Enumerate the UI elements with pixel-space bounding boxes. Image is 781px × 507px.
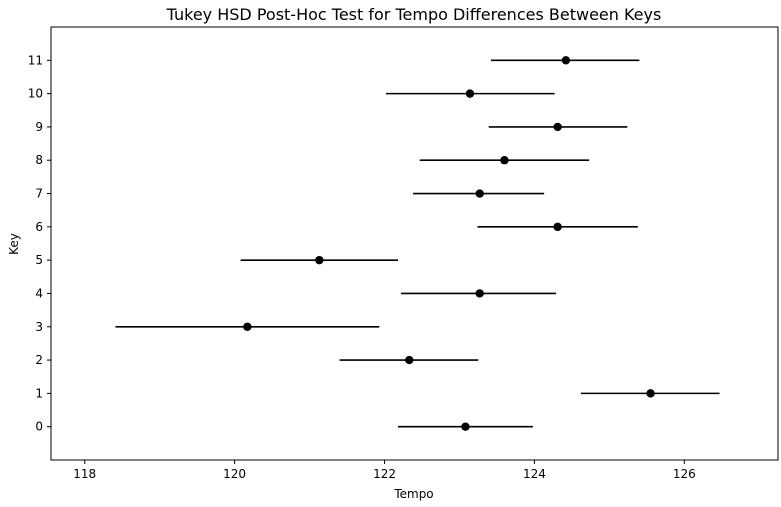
y-axis-label: Key bbox=[7, 233, 21, 255]
y-tick-label: 2 bbox=[35, 353, 43, 367]
y-tick-label: 11 bbox=[28, 53, 43, 67]
y-axis-ticks: 0 1 2 3 4 5 6 7 8 9 10 11 bbox=[28, 53, 51, 434]
axes-frame bbox=[50, 26, 779, 461]
plot-area: 118 120 122 124 126 0 1 2 3 4 5 6 7 8 9 10 11 bbox=[28, 26, 779, 481]
error-bars bbox=[115, 56, 720, 431]
y-tick-label: 8 bbox=[35, 153, 43, 167]
mean-marker-key-8 bbox=[500, 156, 509, 165]
mean-marker-key-6 bbox=[553, 222, 562, 232]
y-tick-label: 5 bbox=[35, 253, 43, 267]
mean-marker-key-5 bbox=[315, 255, 324, 265]
mean-marker-key-2 bbox=[405, 355, 414, 365]
x-tick-label: 120 bbox=[223, 467, 246, 481]
mean-marker-key-7 bbox=[475, 189, 484, 198]
y-tick-label: 6 bbox=[35, 220, 43, 234]
x-axis-label: Tempo bbox=[393, 487, 433, 501]
y-tick-label: 4 bbox=[35, 286, 43, 300]
x-axis-ticks: 118 120 122 124 126 bbox=[73, 460, 696, 481]
y-tick-label: 3 bbox=[35, 320, 43, 334]
y-tick-label: 9 bbox=[35, 120, 43, 134]
x-tick-label: 124 bbox=[523, 467, 546, 481]
mean-marker-key-0 bbox=[461, 422, 470, 431]
chart-title: Tukey HSD Post-Hoc Test for Tempo Differ… bbox=[166, 5, 662, 24]
y-tick-label: 1 bbox=[35, 386, 43, 400]
mean-marker-key-9 bbox=[553, 122, 562, 132]
x-tick-label: 122 bbox=[373, 467, 396, 481]
mean-marker-key-1 bbox=[646, 389, 655, 398]
mean-marker-key-3 bbox=[243, 322, 252, 331]
mean-marker-key-11 bbox=[561, 56, 571, 65]
x-tick-label: 126 bbox=[673, 467, 696, 481]
x-tick-label: 118 bbox=[73, 467, 96, 481]
y-tick-label: 7 bbox=[35, 187, 43, 201]
mean-marker-key-10 bbox=[465, 89, 475, 98]
y-tick-label: 10 bbox=[28, 87, 43, 101]
y-tick-label: 0 bbox=[35, 420, 43, 434]
mean-marker-key-4 bbox=[475, 289, 484, 298]
